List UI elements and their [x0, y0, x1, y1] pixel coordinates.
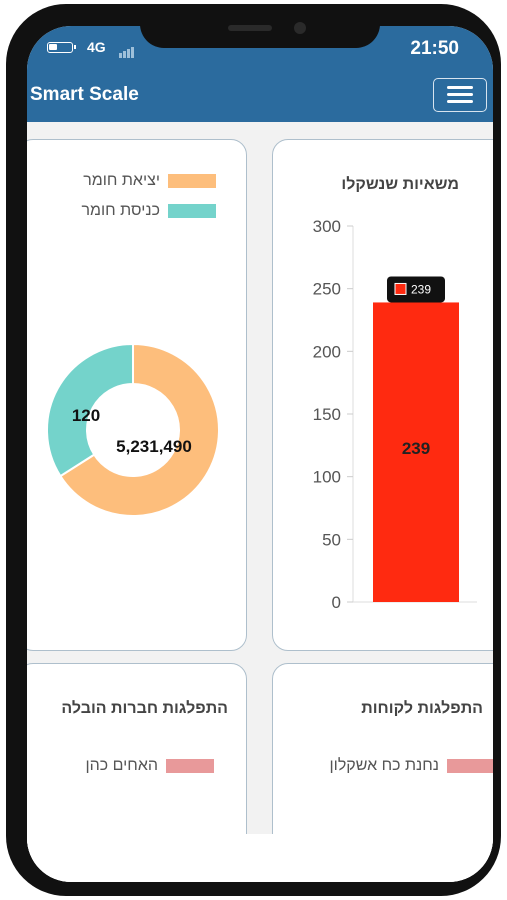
- weights-card: משאיות שנשקלו 0 50 100 150 200 250 300 239 239: [272, 139, 493, 651]
- legend-label: האחים כהן: [85, 757, 158, 774]
- phone-frame: 4G 21:50 Smart Scale יציאת חומר כניסת חו…: [6, 4, 501, 896]
- donut-slice-in[interactable]: [46, 342, 134, 478]
- legend-item-customer[interactable]: נחנת כח אשקלון: [329, 757, 493, 775]
- signal-icon: [119, 40, 135, 58]
- legend-swatch: [166, 759, 214, 773]
- legend-item-carrier[interactable]: האחים כהן: [85, 757, 214, 775]
- hamburger-icon: [447, 86, 473, 89]
- status-time: 21:50: [410, 38, 459, 59]
- menu-toggle-button[interactable]: [433, 78, 487, 112]
- donut-value-label-in: 120: [72, 406, 100, 425]
- tooltip-value: 239: [411, 282, 431, 296]
- app-screen: 4G 21:50 Smart Scale יציאת חומר כניסת חו…: [27, 26, 493, 882]
- bar-data-label: 239: [402, 439, 430, 458]
- y-tick-label: 0: [332, 593, 341, 612]
- legend-item-material-out[interactable]: יציאת חומר: [83, 172, 216, 190]
- customers-card-title: התפלגות לקוחות: [361, 700, 483, 717]
- tooltip-swatch: [394, 282, 407, 295]
- y-tick-label: 250: [313, 280, 341, 299]
- navbar: Smart Scale: [27, 70, 493, 122]
- phone-notch: [140, 18, 380, 48]
- donut-value-label-out: 5,231,490: [116, 437, 192, 456]
- material-card: יציאת חומר כניסת חומר 5,231,490 120: [27, 139, 247, 651]
- brand-title[interactable]: Smart Scale: [30, 84, 139, 105]
- y-tick-label: 50: [322, 530, 341, 549]
- weights-card-title: משאיות שנשקלו: [341, 176, 459, 193]
- bar[interactable]: [373, 302, 459, 602]
- material-donut-chart: 5,231,490 120: [46, 342, 220, 517]
- network-label: 4G: [87, 39, 106, 55]
- legend-item-material-in[interactable]: כניסת חומר: [81, 202, 216, 220]
- donut-slice-out[interactable]: [59, 342, 220, 517]
- legend-swatch: [447, 759, 493, 773]
- carriers-card-title: התפלגות חברות הובלה: [61, 700, 228, 717]
- bottom-bar: [27, 834, 493, 882]
- battery-icon: [47, 42, 76, 53]
- legend-label: נחנת כח אשקלון: [329, 757, 440, 774]
- y-tick-label: 300: [313, 217, 341, 236]
- y-tick-label: 100: [313, 468, 341, 487]
- y-tick-label: 150: [313, 405, 341, 424]
- legend-swatch: [168, 204, 216, 218]
- legend-swatch: [168, 174, 216, 188]
- bar-tooltip: 239: [387, 276, 445, 303]
- y-tick-label: 200: [313, 342, 341, 361]
- legend-label: כניסת חומר: [81, 202, 160, 219]
- weights-bar-chart: 0 50 100 150 200 250 300 239 239: [313, 217, 477, 612]
- legend-label: יציאת חומר: [83, 172, 160, 189]
